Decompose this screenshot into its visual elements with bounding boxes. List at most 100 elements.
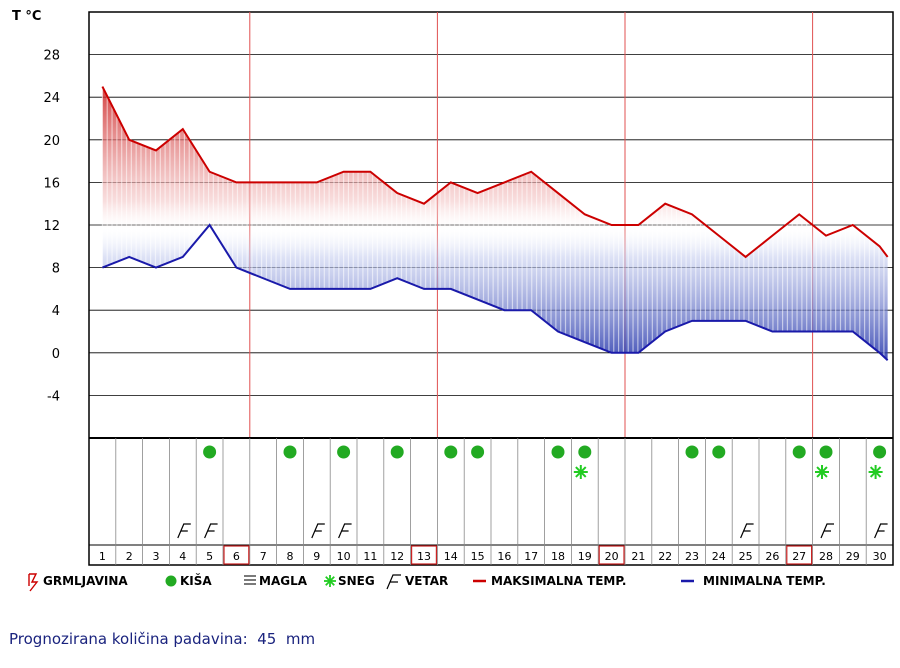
day-label: 30 [873, 550, 887, 563]
day-highlight-box [223, 545, 250, 565]
y-tick-label: -4 [47, 389, 60, 404]
y-tick-label: 20 [43, 134, 60, 149]
day-label: 20 [605, 550, 619, 563]
legend: GRMLJAVINA KIŠA MAGLA SNEG VETAR MAKSIMALNA T… [28, 573, 826, 592]
kisa-icon [712, 445, 726, 459]
sneg-icon [573, 465, 588, 479]
kisa-icon [283, 445, 297, 459]
legend-item: MAGLA [244, 574, 308, 588]
day-label: 7 [260, 550, 267, 563]
day-axis: 1 2 3 4 5 6 7 8 9 10 11 12 13 14 15 16 17 18 19 20 21 22 23 24 2… [99, 545, 887, 565]
day-label: 6 [233, 550, 240, 563]
kisa-icon [685, 445, 699, 459]
kisa-icon [390, 445, 404, 459]
precipitation-unit: mm [285, 630, 316, 648]
day-label: 5 [206, 550, 213, 563]
vetar-stroke [338, 523, 352, 539]
day-label: 26 [765, 550, 779, 563]
day-label: 27 [792, 550, 806, 563]
y-axis: 28 24 20 16 12 8 4 0 -4 [43, 49, 60, 405]
legend-item: MINIMALNA TEMP. [681, 574, 826, 588]
kisa-icon [792, 445, 806, 459]
y-tick-label: 12 [43, 219, 60, 234]
day-label: 29 [846, 550, 860, 563]
y-axis-title-text: T °C [12, 9, 41, 24]
legend-item: MAKSIMALNA TEMP. [473, 574, 627, 588]
day-label: 19 [578, 550, 592, 563]
legend-item: KIŠA [165, 573, 212, 588]
kisa-icon [337, 445, 351, 459]
day-highlight-box [786, 545, 813, 565]
day-label: 22 [658, 550, 672, 563]
legend-label: MAGLA [259, 574, 308, 588]
sneg-stroke [869, 466, 882, 478]
vetar-icon [311, 523, 325, 539]
weather-panel [115, 438, 888, 565]
sneg-stroke [575, 466, 587, 478]
vetar-icon [820, 523, 834, 539]
kisa-icon [444, 445, 458, 459]
legend-label: MINIMALNA TEMP. [703, 574, 826, 588]
y-tick-label: 0 [52, 347, 60, 362]
grmljavina-icon [28, 573, 39, 592]
day-label: 17 [524, 550, 538, 563]
precipitation-label: Prognozirana količina padavina: [9, 630, 248, 648]
day-label: 21 [631, 550, 645, 563]
y-tick-label: 16 [43, 176, 60, 191]
day-label: 11 [363, 550, 377, 563]
day-label: 8 [287, 550, 294, 563]
day-label: 23 [685, 550, 699, 563]
vetar-icon [338, 523, 352, 539]
kisa-icon [551, 445, 565, 459]
kisa-icon [578, 445, 592, 459]
sneg-icon [325, 576, 335, 586]
sneg-icon [868, 465, 883, 479]
sneg-icon [815, 465, 829, 479]
vetar-stroke [740, 523, 754, 539]
kisa-icon [819, 445, 833, 459]
legend-item: GRMLJAVINA [28, 573, 128, 592]
day-label: 14 [444, 550, 458, 563]
legend-item: VETAR [386, 574, 448, 590]
day-label: 28 [819, 550, 833, 563]
legend-label: VETAR [405, 574, 448, 588]
day-label: 3 [153, 550, 160, 563]
day-label: 12 [390, 550, 404, 563]
precipitation-value: 45 [257, 630, 277, 648]
sneg-stroke [816, 466, 828, 478]
kisa-icon [873, 445, 887, 459]
vetar-icon [177, 523, 191, 539]
vetar-icon [740, 523, 754, 539]
day-label: 24 [712, 550, 726, 563]
day-label: 9 [313, 550, 320, 563]
day-label: 2 [126, 550, 133, 563]
y-axis-title: T °C [12, 9, 41, 24]
vetar-icon [874, 523, 888, 539]
day-label: 10 [337, 550, 351, 563]
y-tick-label: 28 [43, 49, 60, 64]
day-label: 13 [417, 550, 431, 563]
day-label: 16 [497, 550, 511, 563]
day-label: 1 [99, 550, 106, 563]
legend-label: GRMLJAVINA [43, 574, 128, 588]
day-label: 18 [551, 550, 565, 563]
day-highlight-box [411, 545, 438, 565]
temperature-band [101, 86, 888, 361]
series-lines [101, 86, 889, 361]
day-label: 25 [739, 550, 753, 563]
y-tick-label: 4 [52, 304, 60, 319]
vetar-stroke [204, 523, 218, 539]
precipitation-forecast: Prognozirana količina padavina: 45 mm [9, 630, 315, 648]
day-label: 4 [179, 550, 186, 563]
kisa-icon [165, 575, 177, 587]
legend-label: KIŠA [180, 573, 212, 588]
day-label: 15 [471, 550, 485, 563]
legend-label: SNEG [338, 574, 375, 588]
vetar-stroke [177, 523, 191, 539]
legend-label: MAKSIMALNA TEMP. [491, 574, 627, 588]
legend-item: SNEG [324, 574, 375, 588]
max-temp-line [101, 86, 889, 259]
min-temp-line [102, 223, 889, 361]
vetar-icon [204, 523, 218, 539]
vetar-icon [386, 574, 401, 590]
